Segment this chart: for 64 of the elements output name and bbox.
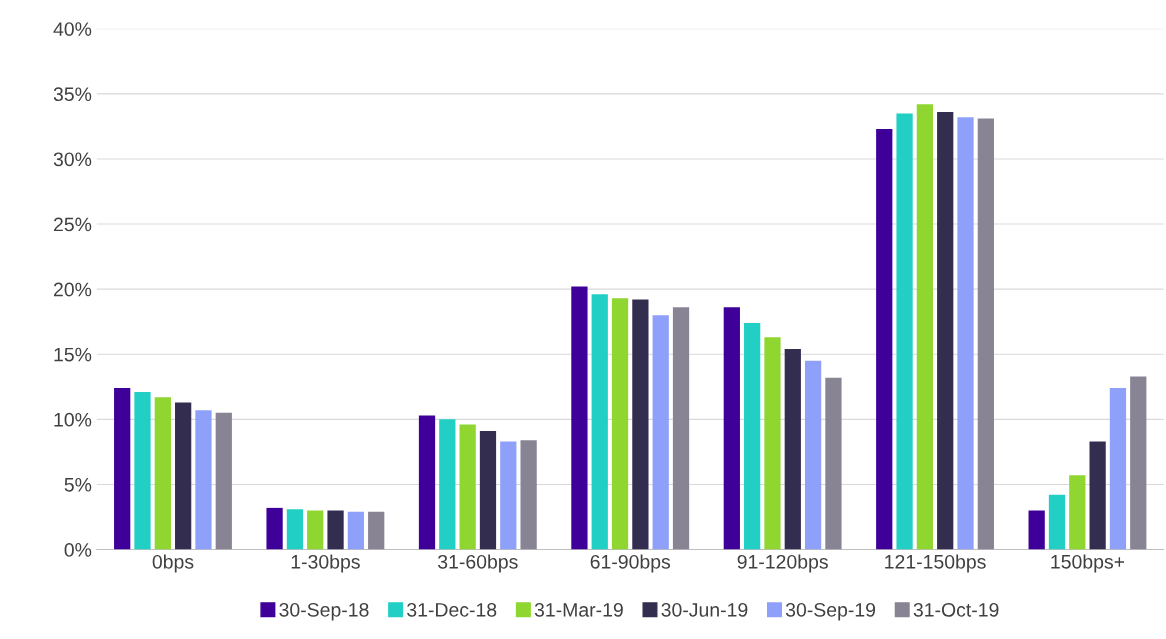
bar (916, 104, 934, 550)
bar (1130, 376, 1147, 550)
y-tick-label: 35% (53, 87, 92, 102)
bar (368, 511, 385, 550)
y-tick-label: 40% (53, 22, 92, 36)
legend-label: 31-Oct-19 (913, 602, 999, 617)
bar (876, 129, 893, 550)
bar (977, 118, 994, 550)
x-tick-label: 150bps+ (1051, 554, 1125, 573)
bar (286, 509, 304, 550)
bar (418, 415, 436, 550)
bar (804, 360, 822, 550)
bar (825, 377, 842, 550)
legend-label: 31-Mar-19 (534, 602, 623, 617)
legend-label: 31-Dec-18 (407, 602, 497, 617)
bar (784, 349, 801, 550)
bar (114, 388, 131, 550)
bar (957, 117, 974, 550)
y-tick-label: 10% (54, 412, 92, 427)
x-tick-label: 0bps (152, 554, 194, 573)
bar (591, 294, 608, 550)
bar (1028, 510, 1045, 550)
legend-label: 30-Jun-19 (661, 602, 748, 617)
bar (520, 440, 537, 550)
bar (154, 397, 171, 550)
bar (439, 419, 456, 550)
bar (1069, 475, 1086, 550)
x-tick-label: 1-30bps (291, 554, 360, 573)
x-tick-label: 121-150bps (885, 554, 986, 573)
y-tick-label: 5% (64, 477, 92, 492)
bar (134, 392, 151, 550)
bar (896, 113, 913, 550)
bar (479, 431, 497, 550)
bar (672, 307, 690, 550)
bar (266, 507, 283, 550)
y-tick-label: 20% (53, 282, 92, 297)
bar (500, 441, 517, 550)
bar (1109, 388, 1127, 550)
bar (723, 307, 740, 550)
y-tick-label: 25% (53, 217, 92, 232)
legend-label: 30-Sep-19 (785, 602, 876, 621)
bar (1048, 494, 1066, 550)
x-tick-label: 31-60bps (438, 554, 518, 573)
bar (215, 412, 232, 550)
legend-label: 30-Sep-18 (279, 602, 369, 621)
bar (652, 315, 669, 550)
bar (611, 298, 629, 550)
bar (632, 299, 649, 550)
bar (764, 337, 781, 550)
x-tick-label: 61-90bps (590, 554, 671, 573)
bar (175, 402, 192, 550)
bar (195, 410, 212, 550)
x-tick-label: 91-120bps (737, 554, 828, 573)
y-tick-label: 0% (64, 543, 92, 557)
bar (937, 112, 954, 550)
bar (347, 511, 365, 550)
bar (1089, 441, 1106, 550)
bar (327, 510, 344, 550)
y-tick-label: 15% (54, 347, 92, 362)
y-tick-label: 30% (53, 152, 92, 167)
bar (459, 424, 476, 550)
bar (744, 323, 761, 550)
bar (571, 286, 588, 550)
bar (307, 510, 324, 550)
